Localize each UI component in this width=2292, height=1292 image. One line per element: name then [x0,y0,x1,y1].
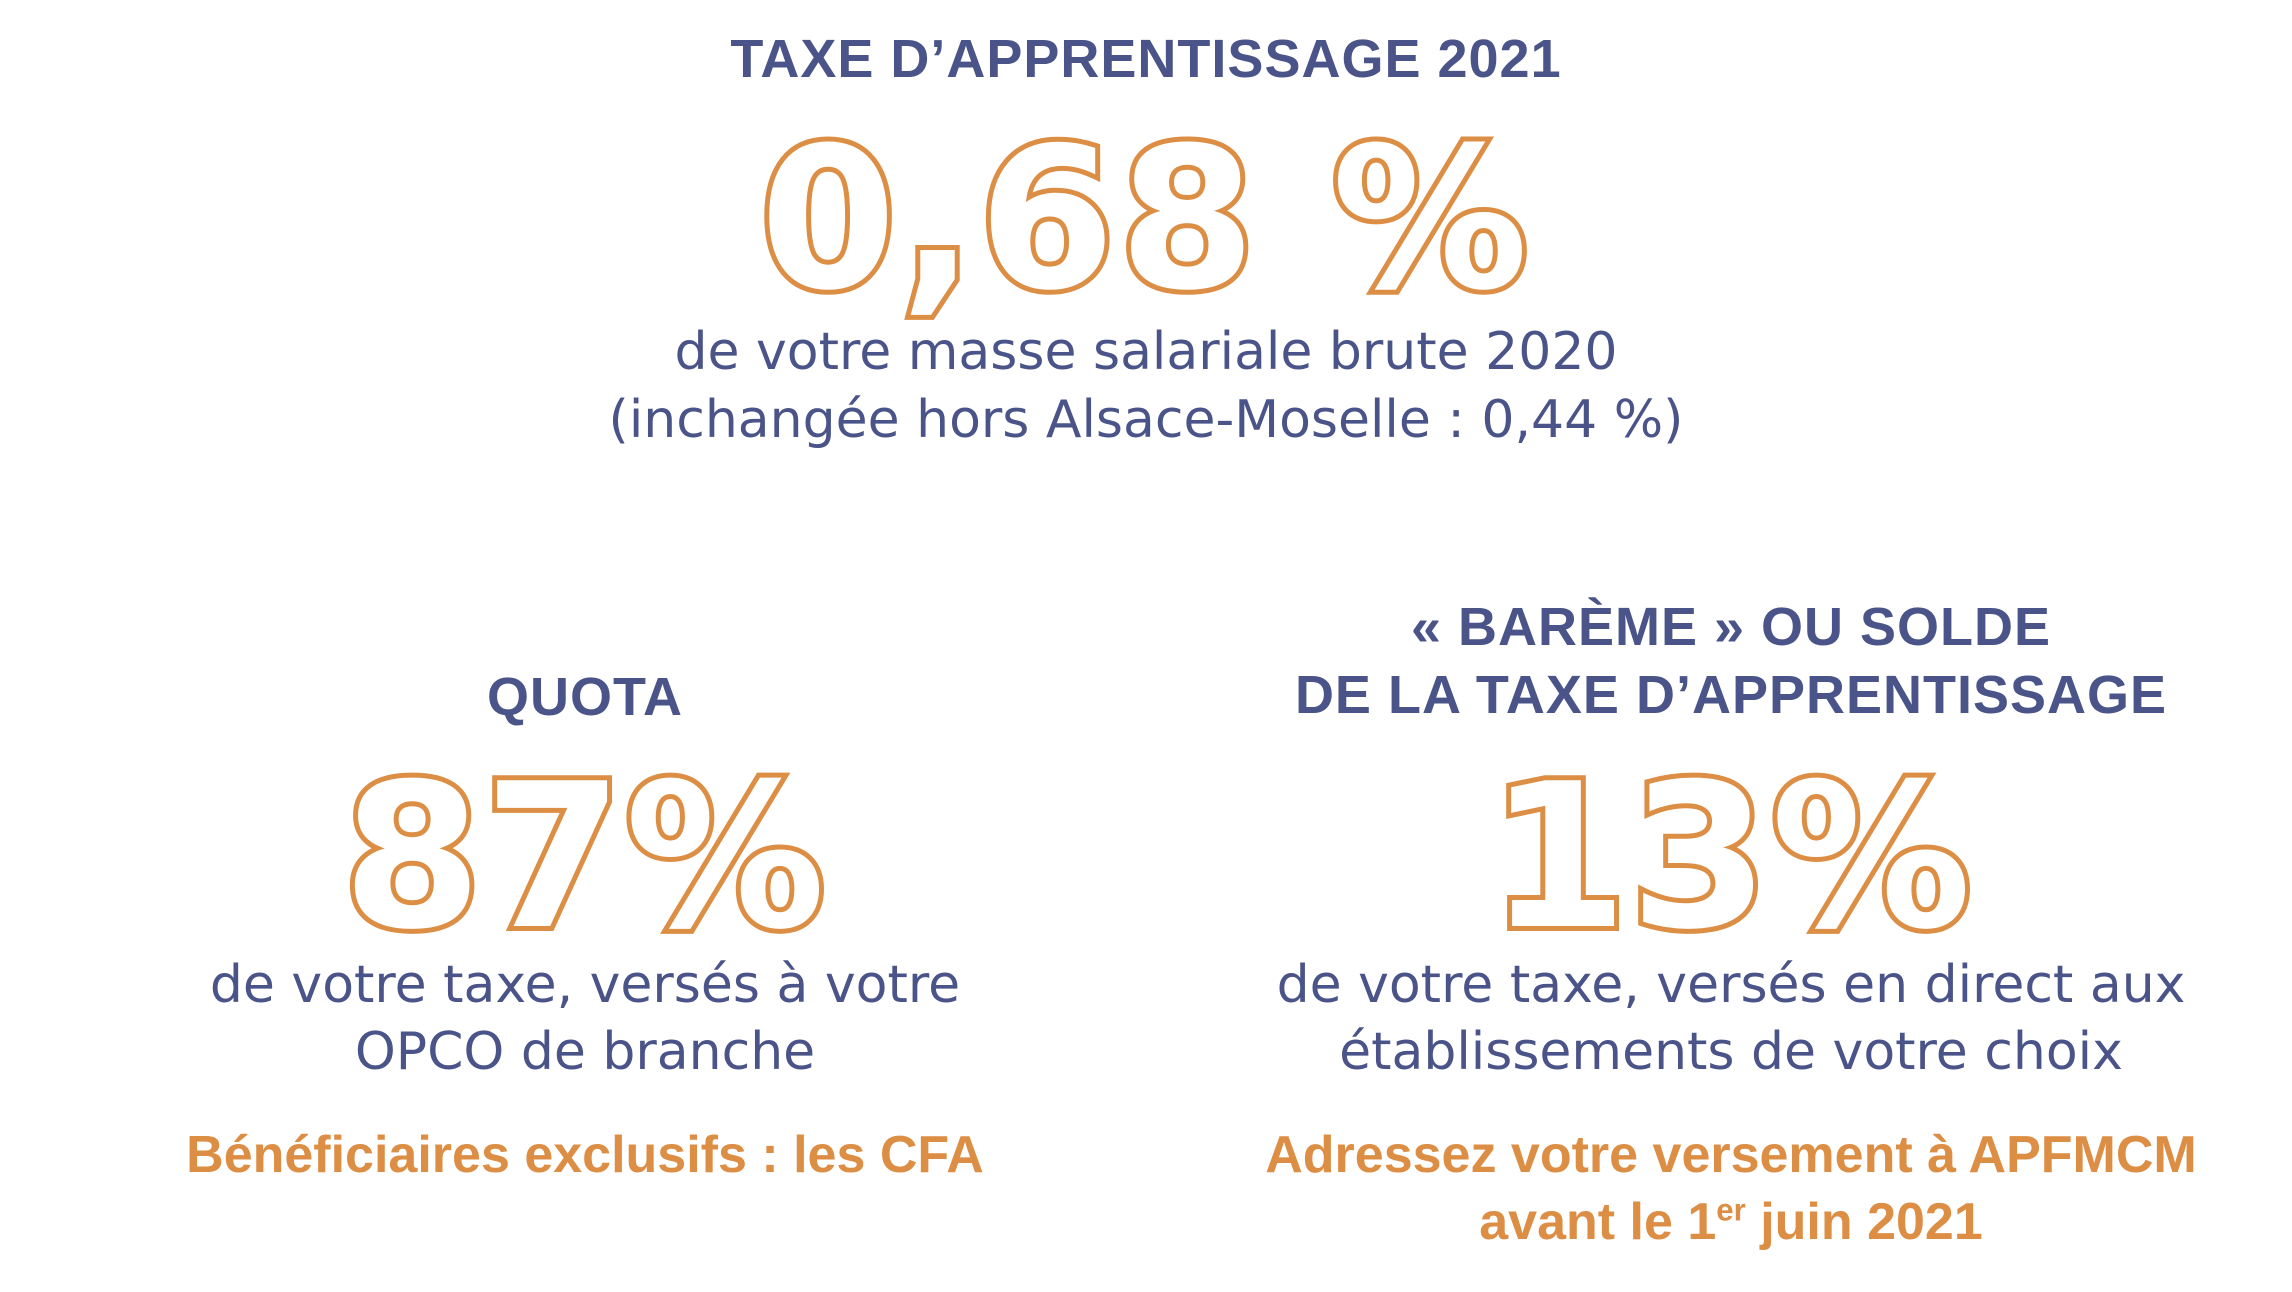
bareme-note-line2-prefix: avant le 1 [1479,1193,1717,1251]
bareme-note-line2-sup: er [1716,1192,1746,1228]
bareme-title-line2: DE LA TAXE D’APPRENTISSAGE [1294,665,2168,725]
bareme-rate: 13% [1484,741,1977,974]
bareme-note-line1: Adressez votre versement à APFMCM [1265,1126,2197,1184]
bareme-desc-line1: de votre taxe, versés en direct aux [1276,955,2186,1015]
bareme-desc-line2: établissements de votre choix [1339,1022,2123,1082]
bareme-note-line2-suffix: juin 2021 [1745,1193,1983,1251]
main-rate: 0,68 % [755,106,1533,334]
main-desc-line2: (inchangée hors Alsace-Moselle : 0,44 %) [608,390,1684,450]
quota-desc-line1: de votre taxe, versés à votre [209,955,961,1015]
quota-section: QUOTA 87% de votre taxe, versés à votre … [186,667,984,1184]
main-desc-line1: de votre masse salariale brute 2020 [674,322,1618,382]
quota-note: Bénéficiaires exclusifs : les CFA [186,1126,984,1184]
bareme-note-line2: avant le 1er juin 2021 [1170,1192,2292,1252]
quota-title: QUOTA [487,667,683,727]
quota-rate: 87% [338,741,831,974]
quota-desc-line2: OPCO de branche [354,1022,816,1082]
bareme-title-line1: « BARÈME » OU SOLDE [1410,597,2052,657]
bareme-section: « BARÈME » OU SOLDE DE LA TAXE D’APPRENT… [1170,0,2292,1292]
main-title: TAXE D’APPRENTISSAGE 2021 [730,29,1562,89]
